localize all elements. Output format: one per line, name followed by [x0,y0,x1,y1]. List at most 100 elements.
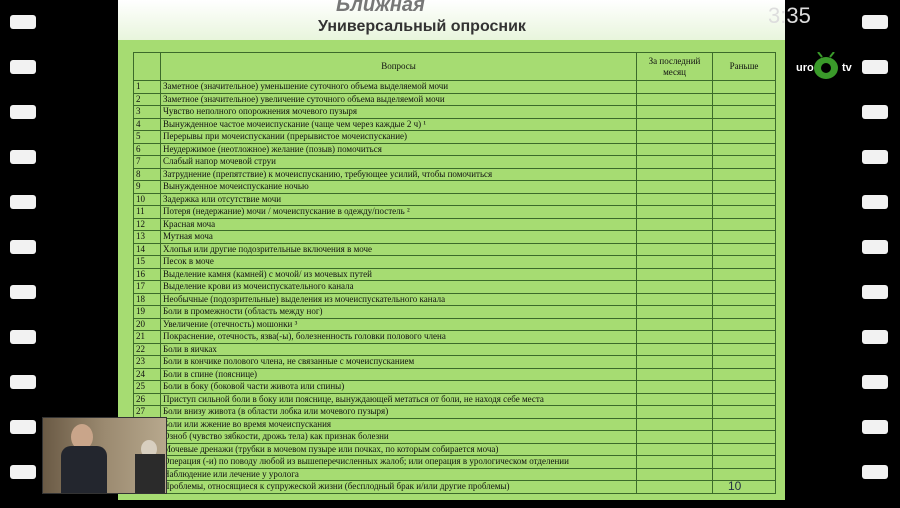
page-number: 10 [728,479,742,493]
question-text: Затруднение (препятствие) к мочеиспускан… [160,167,637,181]
sprocket-hole [10,375,36,389]
table-row: Мочевые дренажи (трубки в мочевом пузыре… [133,442,776,456]
question-text: Боли в промежности (область между ног) [160,305,637,319]
table-row: 14 Хлопья или другие подозрительные включ… [133,242,776,256]
answer-cell [636,380,713,394]
table-row: 11 Потеря (недержание) мочи / мочеиспуска… [133,205,776,219]
answer-cell [636,367,713,381]
table-row: 2 Заметное (значительное) увеличение суто… [133,92,776,106]
logo-text: tv [842,62,852,74]
table-row: Проблемы, относящиеся к супружеской жизн… [133,480,776,494]
answer-cell [712,242,776,256]
answer-cell [636,167,713,181]
table-row: 13 Мутная моча [133,230,776,244]
header-cell: Вопросы [160,52,637,81]
sprocket-hole [10,465,36,479]
answer-cell [712,180,776,194]
answer-cell [636,242,713,256]
row-number: 10 [133,192,161,206]
sprocket-hole [10,105,36,119]
question-text: Боли в боку (боковой части живота или сп… [160,380,637,394]
answer-cell [636,230,713,244]
row-number: 12 [133,217,161,231]
question-text: Боли в яичках [160,342,637,356]
sprocket-hole [862,285,888,299]
answer-cell [712,317,776,331]
sprocket-hole [862,240,888,254]
answer-cell [636,180,713,194]
row-number: 24 [133,367,161,381]
table-row: Боли или жжение во время мочеиспускания [133,417,776,431]
header-cell: За последний месяц [636,52,713,81]
question-text: Слабый напор мочевой струи [160,155,637,169]
answer-cell [636,205,713,219]
questionnaire-table: Вопросы За последний месяц Раньше 1 Заметно… [133,52,776,494]
question-text: Красная моча [160,217,637,231]
answer-cell [712,455,776,469]
table-row: 24 Боли в спине (пояснице) [133,367,776,381]
table-row: 16 Выделение камня (камней) с мочой/ из м… [133,267,776,281]
slide-title: Универсальный опросник [318,18,526,35]
row-number: 9 [133,180,161,194]
table-row: 1 Заметное (значительное) уменьшение суто… [133,80,776,94]
question-text: Выделение крови из мочеиспускательного к… [160,280,637,294]
answer-cell [712,255,776,269]
question-text: Боли в спине (пояснице) [160,367,637,381]
table-row: 7 Слабый напор мочевой струи [133,155,776,169]
sprocket-hole [862,465,888,479]
header-cell [133,52,161,81]
question-text: Необычные (подозрительные) выделения из … [160,292,637,306]
answer-cell [712,330,776,344]
person [61,446,107,493]
answer-cell [636,342,713,356]
row-number: 23 [133,355,161,369]
header-row: Вопросы За последний месяц Раньше [133,52,776,81]
answer-cell [636,255,713,269]
row-number: 4 [133,117,161,131]
answer-cell [712,267,776,281]
table-row: 10 Задержка или отсутствие мочи [133,192,776,206]
answer-cell [712,417,776,431]
question-text: Заметное (значительное) уменьшение суточ… [160,80,637,94]
question-text: Увеличение (отечность) мошонки ³ [160,317,637,331]
table-row: 9 Вынужденное мочеиспускание ночью [133,180,776,194]
answer-cell [712,280,776,294]
table-row: 4 Вынужденное частое мочеиспускание (чаще… [133,117,776,131]
sprocket-hole [862,330,888,344]
answer-cell [712,430,776,444]
logo-text: uro [796,62,814,74]
answer-cell [712,355,776,369]
table-row: 3 Чувство неполного опорожнения мочевого … [133,105,776,119]
question-text: Боли или жжение во время мочеиспускания [160,417,637,431]
answer-cell [636,117,713,131]
timer: 3:35 [768,3,811,28]
table-row: 12 Красная моча [133,217,776,231]
answer-cell [712,305,776,319]
answer-cell [712,117,776,131]
table-row: 23 Боли в кончике полового члена, не связ… [133,355,776,369]
sprocket-hole [10,15,36,29]
sprocket-hole [10,240,36,254]
row-number: 6 [133,142,161,156]
sprocket-hole [862,15,888,29]
answer-cell [636,305,713,319]
answer-cell [712,292,776,306]
row-number: 21 [133,330,161,344]
row-number: 5 [133,130,161,144]
table-row: 26 Приступ сильной боли в боку или поясни… [133,392,776,406]
answer-cell [636,442,713,456]
answer-cell [712,467,776,481]
answer-cell [636,192,713,206]
answer-cell [712,142,776,156]
question-text: Вынужденное мочеиспускание ночью [160,180,637,194]
question-text: Выделение камня (камней) с мочой/ из моч… [160,267,637,281]
question-text: Перерывы при мочеиспускании (прерывистое… [160,130,637,144]
question-text: Песок в моче [160,255,637,269]
answer-cell [712,342,776,356]
table-row: 22 Боли в яичках [133,342,776,356]
row-number: 7 [133,155,161,169]
question-text: Покраснение, отечность, язва(-ы), болезн… [160,330,637,344]
answer-cell [712,130,776,144]
question-text: Боли внизу живота (в области лобка или м… [160,405,637,419]
table-row: 15 Песок в моче [133,255,776,269]
